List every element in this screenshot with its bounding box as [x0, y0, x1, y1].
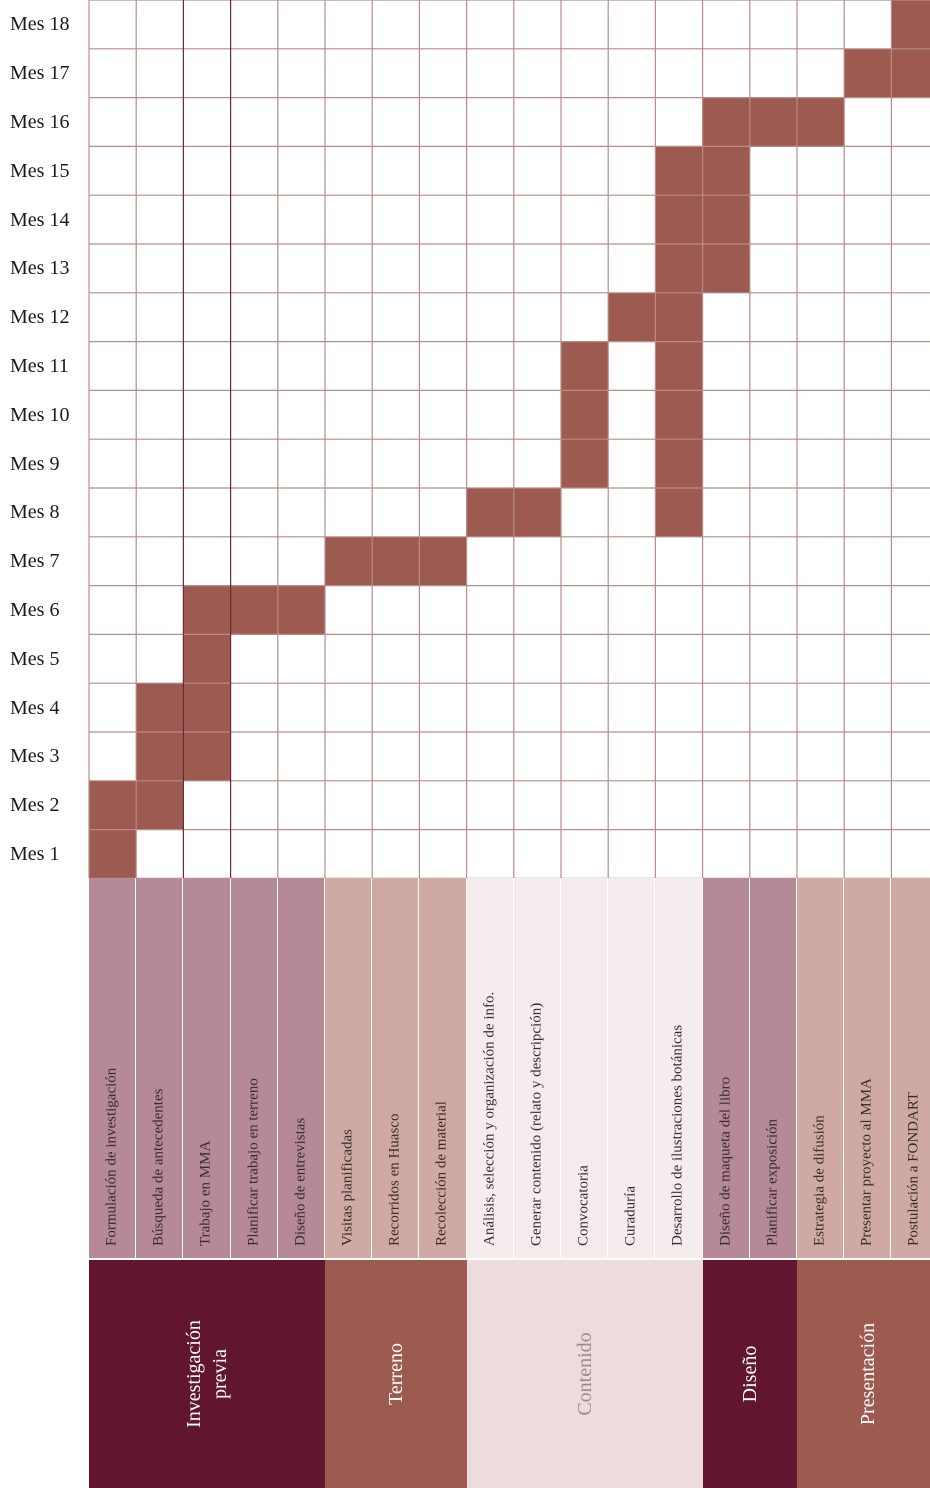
month-label: Mes 11: [10, 355, 69, 377]
task-bar: [372, 536, 420, 586]
month-label: Mes 15: [10, 159, 70, 182]
task-bar: [325, 536, 373, 586]
task-label-cell: Desarrollo de ilustraciones botánicas: [655, 878, 703, 1258]
task-label: Diseño de entrevistas: [292, 1117, 309, 1246]
month-label: Mes 7: [10, 550, 60, 573]
task-label: Recolección de material: [433, 1101, 450, 1246]
task-label-cell: Visitas planificadas: [325, 878, 373, 1258]
task-label: Análisis, selección y organización de in…: [481, 991, 498, 1246]
task-bar: [513, 488, 561, 537]
task-label-cell: Búsqueda de antecedentes: [136, 878, 184, 1258]
category-label: Presentación: [856, 1322, 879, 1426]
task-label-cell: Análisis, selección y organización de in…: [466, 878, 514, 1258]
month-label: Mes 17: [10, 62, 70, 85]
month-label: Mes 14: [10, 208, 70, 231]
task-label-cell: Recolección de material: [419, 878, 467, 1258]
month-label: Mes 5: [10, 647, 60, 670]
task-bar: [136, 683, 184, 830]
month-label: Mes 18: [10, 13, 70, 36]
month-label: Mes 16: [10, 111, 70, 133]
month-label: Mes 1: [10, 843, 60, 865]
task-label-cell: Convocatoria: [561, 878, 609, 1258]
task-label-cell: Diseño de maqueta del libro: [702, 878, 750, 1258]
task-bar: [466, 488, 514, 537]
task-label: Diseño de maqueta del libro: [717, 1076, 734, 1246]
task-bar: [419, 536, 467, 586]
task-label: Planificar exposición: [764, 1118, 781, 1246]
task-bar: [561, 341, 609, 488]
category-cell: Terreno: [325, 1260, 467, 1488]
month-label: Mes 8: [10, 501, 60, 524]
task-label: Trabajo en MMA: [197, 1140, 214, 1246]
task-label-cell: Recorridos en Huasco: [372, 878, 420, 1258]
task-label: Formulación de investigación: [103, 1067, 120, 1246]
task-label: Estrategia de difusión: [811, 1115, 828, 1246]
task-label: Generar contenido (relato y descripción): [528, 1002, 545, 1246]
task-label-cell: Formulación de investigación: [89, 878, 137, 1258]
task-label-cell: Planificar trabajo en terreno: [230, 878, 278, 1258]
task-label: Postulación a FONDART: [905, 1091, 922, 1246]
category-label: Terreno: [384, 1343, 407, 1405]
task-label: Desarrollo de ilustraciones botánicas: [669, 1024, 686, 1246]
task-label: Convocatoria: [575, 1165, 592, 1246]
month-label: Mes 6: [10, 599, 60, 621]
task-label: Visitas planificadas: [339, 1129, 356, 1246]
task-bar: [797, 97, 845, 147]
category-label: Diseño: [738, 1345, 761, 1403]
month-label: Mes 4: [10, 696, 60, 719]
month-label: Mes 10: [10, 403, 70, 426]
task-bar: [844, 48, 892, 98]
task-bar: [230, 585, 278, 635]
task-label-cell: Generar contenido (relato y descripción): [513, 878, 561, 1258]
task-label: Planificar trabajo en terreno: [245, 1078, 262, 1246]
task-label-cell: Curaduría: [608, 878, 656, 1258]
category-cell: Contenido: [466, 1260, 703, 1488]
gantt-chart: [88, 0, 930, 878]
task-label-cell: Planificar exposición: [749, 878, 797, 1258]
task-label: Presentar proyecto al MMA: [858, 1078, 875, 1246]
month-label: Mes 13: [10, 257, 70, 280]
task-label: Recorridos en Huasco: [386, 1113, 403, 1246]
task-bar: [749, 97, 797, 147]
category-cell: Presentación: [797, 1260, 930, 1488]
task-label-cell: Estrategia de difusión: [797, 878, 845, 1258]
task-label-cell: Presentar proyecto al MMA: [844, 878, 892, 1258]
category-cell: Investigación previa: [89, 1260, 325, 1488]
task-bar: [277, 585, 325, 635]
category-cell: Diseño: [702, 1260, 797, 1488]
task-bar: [608, 292, 656, 342]
task-label: Búsqueda de antecedentes: [150, 1088, 167, 1246]
category-label: Investigación previa: [183, 1320, 231, 1428]
category-label: Contenido: [573, 1332, 596, 1416]
month-label: Mes 3: [10, 745, 60, 768]
month-label: Mes 9: [10, 452, 60, 475]
task-label: Curaduría: [622, 1186, 639, 1246]
month-label: Mes 2: [10, 794, 60, 817]
month-label: Mes 12: [10, 306, 70, 329]
task-label-cell: Trabajo en MMA: [183, 878, 231, 1258]
task-label-cell: Diseño de entrevistas: [277, 878, 325, 1258]
task-label-cell: Postulación a FONDART: [891, 878, 930, 1258]
